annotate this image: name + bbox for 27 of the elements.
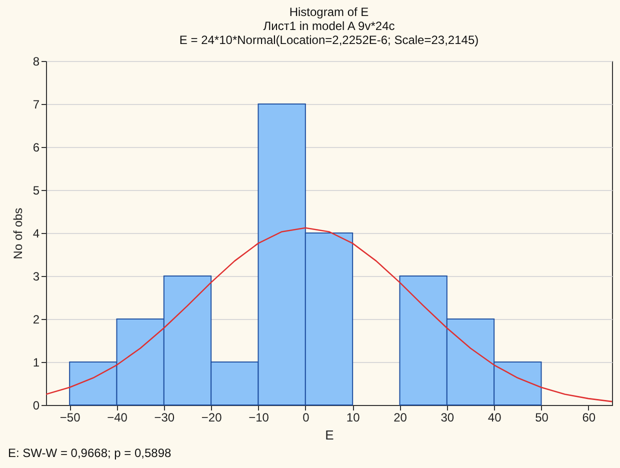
x-tick-label: 20 — [394, 410, 408, 424]
x-tick-label: −10 — [248, 410, 270, 424]
x-tick-label: −40 — [107, 410, 128, 424]
text: E: SW-W = 0,9668; p = 0,5898 — [8, 446, 172, 460]
y-tick-label: 6 — [32, 140, 40, 154]
x-tick-label: 0 — [302, 410, 310, 424]
y-tick-label: 1 — [32, 356, 40, 370]
y-axis-title: No of obs — [10, 208, 25, 260]
y-tick-label: 7 — [32, 98, 40, 112]
x-tick-label: 60 — [582, 410, 596, 424]
chart-subtitle: Лист1 in model A 9v*24c E = 24*10*Normal(Location=2,2252E-6; Scale=23,2145) — [179, 19, 479, 47]
y-tick-label: 4 — [32, 226, 40, 240]
x-tick-label: 30 — [440, 410, 454, 424]
x-tick-label: 50 — [535, 410, 549, 424]
x-tick-label: −20 — [201, 410, 222, 424]
x-tick-label: 40 — [488, 410, 502, 424]
y-tick-label: 2 — [32, 312, 40, 326]
x-tick-label: 10 — [346, 410, 360, 424]
y-tick-label: 0 — [32, 398, 40, 412]
y-tick-label: 5 — [32, 184, 40, 198]
line-series — [46, 227, 612, 402]
y-tick-label: 8 — [32, 54, 40, 68]
x-tick-label: −30 — [154, 410, 175, 424]
x-tick-label: −50 — [60, 410, 81, 424]
y-tick-label: 3 — [32, 270, 40, 284]
x-axis-title: E — [325, 428, 334, 442]
chart-title: Histogram of E — [289, 5, 369, 19]
